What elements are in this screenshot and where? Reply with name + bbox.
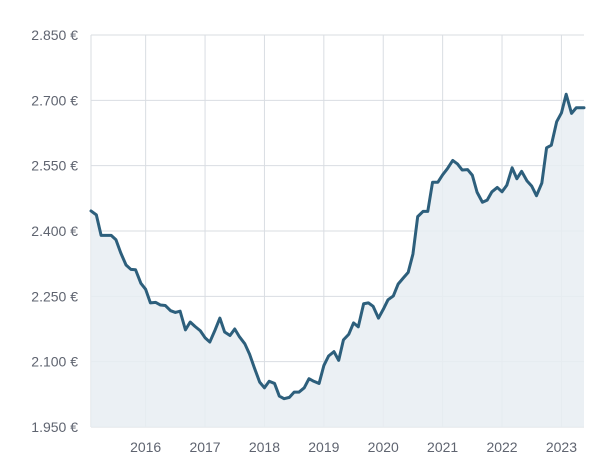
x-tick-label: 2017 <box>189 439 220 455</box>
series-line <box>89 92 586 401</box>
x-tick-label: 2016 <box>130 439 161 455</box>
y-tick-label: 2.850 € <box>31 27 78 43</box>
y-tick-label: 2.550 € <box>31 158 78 174</box>
x-tick-label: 2021 <box>427 439 458 455</box>
y-tick-label: 2.100 € <box>31 354 78 370</box>
y-tick-label: 1.950 € <box>31 419 78 435</box>
x-tick-label: 2018 <box>249 439 280 455</box>
y-axis-labels: 1.950 € 2.100 € 2.250 € 2.400 € 2.550 € 2.700… <box>31 27 78 435</box>
x-tick-label: 2023 <box>546 439 577 455</box>
x-tick-label: 2022 <box>486 439 517 455</box>
series-area-fill <box>91 94 584 428</box>
x-tick-label: 2020 <box>368 439 399 455</box>
x-axis-labels: 2016 2017 2018 2019 2020 2021 2022 2023 <box>130 439 577 455</box>
y-tick-label: 2.250 € <box>31 288 78 304</box>
x-tick-label: 2019 <box>308 439 339 455</box>
y-tick-label: 2.400 € <box>31 223 78 239</box>
y-tick-label: 2.700 € <box>31 92 78 108</box>
